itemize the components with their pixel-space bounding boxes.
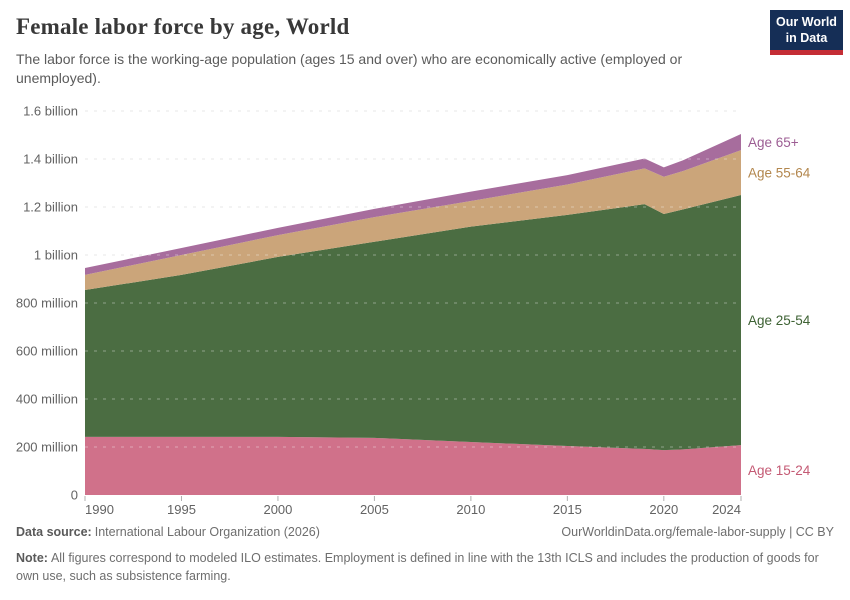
area-age-15-24[interactable] xyxy=(85,436,741,495)
chart-footer: Data source: International Labour Organiz… xyxy=(16,524,834,586)
y-tick-label: 1.2 billion xyxy=(23,200,78,215)
data-source: Data source: International Labour Organiz… xyxy=(16,524,320,542)
page-title: Female labor force by age, World xyxy=(16,14,350,39)
y-tick-label: 800 million xyxy=(16,296,78,311)
y-tick-label: 200 million xyxy=(16,440,78,455)
y-tick-label: 1.4 billion xyxy=(23,152,78,167)
y-tick-label: 1.6 billion xyxy=(23,104,78,119)
series-label-age-15-24: Age 15-24 xyxy=(748,463,811,478)
series-label-age-55-64: Age 55-64 xyxy=(748,165,811,180)
data-source-text: International Labour Organization (2026) xyxy=(94,525,320,539)
note-label: Note: xyxy=(16,550,48,565)
chart-subtitle: The labor force is the working-age popul… xyxy=(16,51,683,87)
owid-logo[interactable]: Our World in Data xyxy=(770,10,843,56)
y-tick-label: 0 xyxy=(71,488,78,503)
x-tick-label: 2000 xyxy=(263,502,292,517)
y-tick-label: 600 million xyxy=(16,344,78,359)
x-tick-label: 1995 xyxy=(167,502,196,517)
x-tick-label: 1990 xyxy=(85,502,114,517)
note-text: All figures correspond to modeled ILO es… xyxy=(16,550,819,584)
x-tick-label: 2005 xyxy=(360,502,389,517)
owid-logo-line2: in Data xyxy=(785,30,828,45)
x-tick-label: 2024 xyxy=(712,502,741,517)
owid-logo-line1: Our World xyxy=(776,15,837,29)
x-tick-label: 2020 xyxy=(649,502,678,517)
area-age-55-64[interactable] xyxy=(85,150,741,291)
x-tick-label: 2010 xyxy=(456,502,485,517)
area-age-25-54[interactable] xyxy=(85,195,741,451)
y-tick-label: 400 million xyxy=(16,392,78,407)
owid-url-link[interactable]: OurWorldinData.org/female-labor-supply |… xyxy=(561,525,834,539)
chart-note: Note: All figures correspond to modeled I… xyxy=(16,549,834,587)
x-tick-label: 2015 xyxy=(553,502,582,517)
series-label-age-65: Age 65+ xyxy=(748,135,799,150)
data-source-label: Data source: xyxy=(16,525,92,539)
area-age-65[interactable] xyxy=(85,134,741,275)
y-tick-label: 1 billion xyxy=(34,248,78,263)
series-label-age-25-54: Age 25-54 xyxy=(748,313,811,328)
